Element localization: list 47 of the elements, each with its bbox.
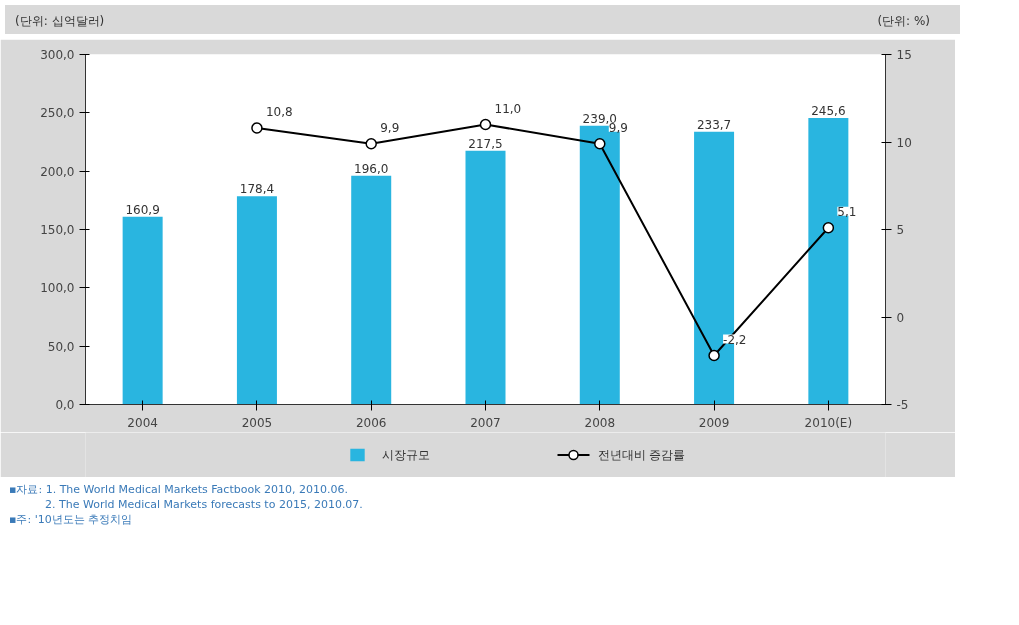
- point: [251, 122, 263, 134]
- x-tick-label: 2009: [698, 415, 730, 430]
- x-tick-label: 2004: [127, 415, 158, 430]
- data-label: 5,1: [837, 204, 857, 219]
- data-label: 9,9: [380, 120, 400, 135]
- y2-tick-label: 15: [896, 48, 912, 63]
- y-tick-label: 50,0: [47, 339, 75, 354]
- y2-tick-label: 10: [896, 135, 912, 150]
- data-label: 233,7: [696, 117, 732, 132]
- bar: [351, 175, 392, 405]
- y-tick-label: 250,0: [40, 106, 75, 121]
- y2-tick-label: -5: [896, 398, 909, 413]
- point: [822, 222, 835, 234]
- legend-label: 시장규모: [381, 448, 430, 463]
- data-label: 245,6: [811, 104, 846, 119]
- data-label: 178,4: [239, 182, 275, 197]
- y2-axis-title: (단위: %): [877, 13, 930, 30]
- bar: [465, 150, 506, 405]
- bar: [236, 196, 277, 405]
- point: [594, 138, 606, 150]
- x-tick-label: 2008: [584, 415, 616, 430]
- y-tick-label: 0,0: [55, 398, 75, 413]
- text: ▪자료: 1. The World Medical Markets Factbook 2010, 2010.06.: [9, 482, 349, 498]
- y-tick-label: 300,0: [40, 48, 75, 63]
- y-tick-label: 100,0: [40, 281, 75, 296]
- x-tick-label: 2006: [355, 415, 387, 430]
- y-axis-title: (단위: 십억달러): [15, 14, 105, 28]
- x-tick-label: 2007: [470, 415, 501, 430]
- legend-label: 전년대비 증감률: [597, 448, 686, 463]
- data-label: -2,2: [723, 332, 747, 347]
- data-label: 196,0: [354, 161, 389, 176]
- y-tick-label: 200,0: [40, 164, 75, 179]
- x-tick-label: 2010(E): [804, 415, 853, 430]
- data-label: 217,5: [468, 136, 503, 151]
- y2-tick-label: 0: [896, 310, 905, 325]
- data-label: 160,9: [125, 202, 160, 217]
- point: [708, 349, 720, 362]
- point: [479, 118, 492, 131]
- x-tick-label: 2005: [241, 415, 273, 430]
- data-label: 10,8: [265, 105, 293, 120]
- text: 2. The World Medical Markets forecasts to 2015, 2010.07.: [45, 497, 363, 513]
- y2-tick-label: 5: [896, 223, 905, 238]
- text: ▪주: '10년도는 추정치임: [9, 512, 134, 528]
- data-label: 11,0: [494, 101, 522, 116]
- y-tick-label: 150,0: [40, 223, 75, 238]
- bar: [122, 216, 163, 405]
- point: [365, 138, 377, 150]
